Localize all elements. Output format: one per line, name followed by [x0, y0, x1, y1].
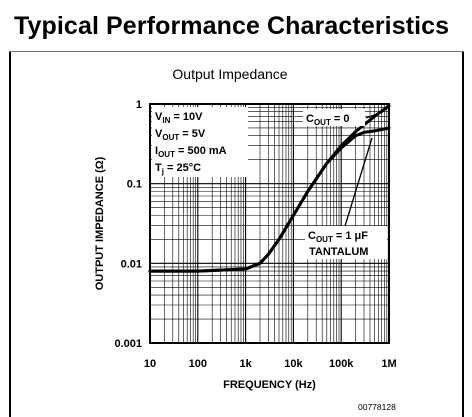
x-tick-label: 10k: [284, 358, 303, 370]
y-tick-label: 0.01: [121, 258, 142, 270]
conditions-box: VIN = 10V VOUT = 5V IOUT = 500 mA Tj = 2…: [152, 107, 248, 177]
condition-tj: Tj = 25°C: [155, 162, 201, 176]
series-label-cout-0: COUT = 0: [306, 113, 350, 127]
document-id: 00778128: [358, 402, 396, 412]
y-tick-label: 0.001: [114, 338, 142, 350]
leader-lines: [344, 111, 384, 227]
x-axis-label: FREQUENCY (Hz): [223, 379, 316, 391]
frame-left-rule: [9, 52, 11, 417]
x-tick-label: 100k: [329, 358, 354, 370]
series-label-cout-1uf: COUT = 1 μF: [308, 230, 368, 244]
condition-vout: VOUT = 5V: [155, 128, 206, 142]
condition-iout: IOUT = 500 mA: [155, 145, 227, 159]
y-axis-label: OUTPUT IMPEDANCE (Ω): [94, 156, 106, 290]
tick-labels: 10 100 1k 10k 100k 1M 1 0.1 0.01 0.001: [114, 99, 396, 370]
series-layer: [148, 104, 391, 273]
x-tick-label: 1M: [381, 358, 396, 370]
annotation-cout-0: COUT = 0: [303, 109, 365, 127]
series-label-tantalum: TANTALUM: [309, 246, 368, 258]
chart-title: Output Impedance: [172, 66, 288, 82]
leader-line-cout-1uf: [344, 137, 373, 227]
x-tick-label: 10: [144, 358, 156, 370]
leader-line-cout-0: [365, 111, 384, 119]
x-tick-label: 1k: [239, 358, 252, 370]
series-line-1: [148, 126, 391, 273]
section-title: Typical Performance Characteristics: [14, 12, 450, 40]
y-tick-label: 1: [136, 99, 142, 111]
y-tick-label: 0.1: [127, 179, 142, 191]
plot-frame: [149, 103, 390, 344]
frame-right-rule: [462, 52, 464, 417]
frame-top-rule: [9, 51, 464, 52]
annotation-cout-1uf: COUT = 1 μF TANTALUM: [305, 226, 387, 259]
x-tick-label: 100: [189, 358, 207, 370]
condition-vin: VIN = 10V: [155, 111, 203, 125]
